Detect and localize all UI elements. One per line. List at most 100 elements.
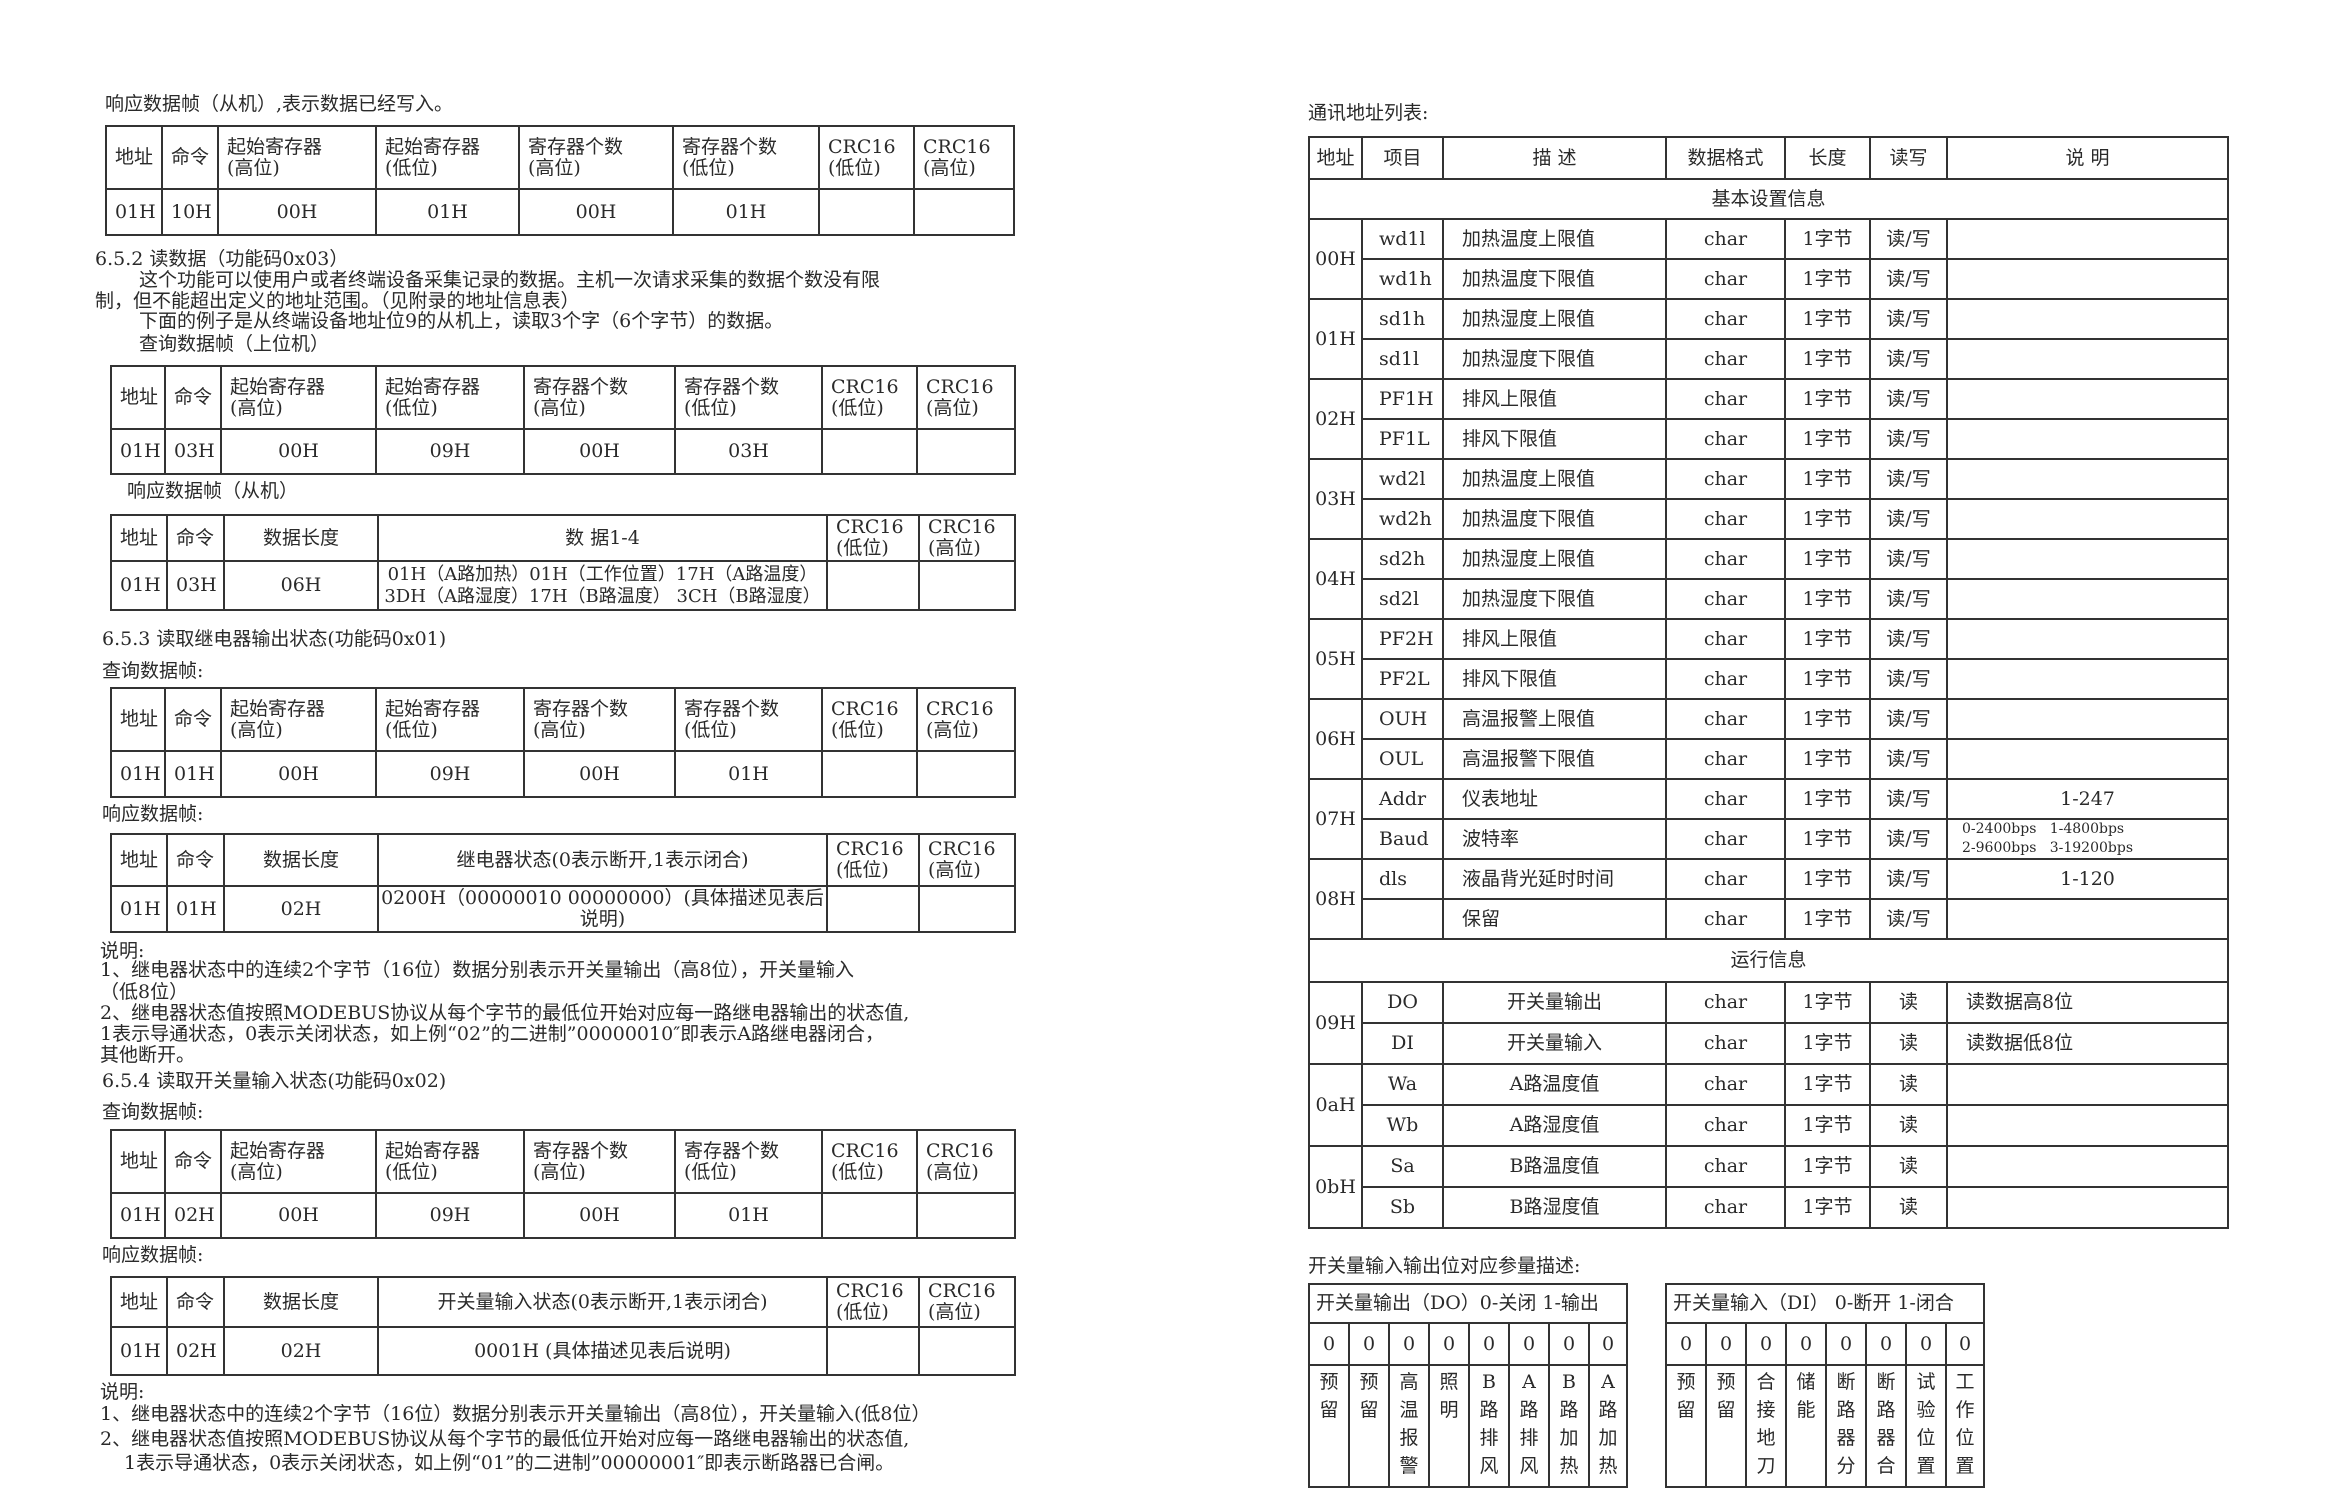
address-row: 01H sd1h 加热湿度上限值 char 1字节 读/写 — [1308, 298, 2229, 380]
frame-data-row: 01H 10H 00H 01H 00H 01H — [105, 188, 1015, 236]
address-row: 07H Addr 仪表地址 char 1字节 读/写 1-247 — [1308, 778, 2229, 860]
address-table: 地址 项目描 述数据格式 长度 读写说 明基本设置信息 00H wd1l 加热温度上限值 ch… — [1308, 136, 2229, 1229]
rw-cell: 读 — [1869, 1104, 1948, 1147]
di-bit-label: 工作位置 — [1944, 1364, 1986, 1488]
note-cell — [1946, 618, 2229, 660]
frame-header-cell: 寄存器个数 (低位) — [674, 1129, 823, 1194]
frame-header-cell: 寄存器个数 (高位) — [523, 687, 676, 752]
frame-header-cell: 数 据1-4 — [377, 514, 828, 562]
frame-header-cell: 起始寄存器 (高位) — [220, 687, 377, 752]
note-cell — [1946, 1063, 2229, 1106]
frame-header-cell: 寄存器个数 (高位) — [518, 125, 674, 190]
frame-table: 地址 命令 起始寄存器 (高位) 起始寄存器 (低位) 寄存器个数 (高位) 寄存器个数 … — [105, 125, 1015, 236]
note-cell — [1946, 298, 2229, 340]
frame-data-cell: 01H — [110, 750, 166, 798]
rw-cell: 读 — [1869, 981, 1948, 1024]
di-bit-label: 试验位置 — [1905, 1364, 1947, 1488]
rw-cell: 读/写 — [1869, 378, 1948, 420]
frame-header-cell: 命令 — [164, 365, 222, 430]
rw-cell: 读/写 — [1869, 538, 1948, 580]
frame-header-cell: 地址 — [110, 365, 166, 430]
rw-cell: 读/写 — [1869, 738, 1948, 780]
note-cell: 1-120 — [1946, 858, 2229, 900]
address-header-cell: 长度 — [1784, 136, 1871, 180]
frame-header-cell: 命令 — [164, 687, 222, 752]
frame-data-cell — [918, 885, 1016, 933]
frame-data-cell: 01H — [166, 885, 225, 933]
note-cell: 读数据高8位 — [1946, 981, 2229, 1024]
frame-data-cell: 0200H（00000010 00000000）(具体描述见表后说明) — [377, 885, 828, 933]
length-cell: 1字节 — [1784, 898, 1871, 940]
format-cell: char — [1665, 618, 1786, 660]
item-cell: PF1L — [1361, 418, 1444, 460]
format-cell: char — [1665, 1063, 1786, 1106]
note-line: 1表示导通状态，0表示关闭状态，如上例“02”的二进制”00000010″即表示… — [100, 1023, 885, 1045]
address-cell: 03H — [1308, 458, 1363, 540]
item-cell: wd2h — [1361, 498, 1444, 540]
frame-header-row: 地址 命令 数据长度 继电器状态(0表示断开,1表示闭合) CRC16 (低位) CRC1… — [110, 833, 1016, 887]
frame-data-cell: 03H — [166, 560, 225, 611]
do-bit-value: 0 — [1308, 1322, 1350, 1366]
description-cell: 加热温度上限值 — [1442, 218, 1667, 260]
frame-data-cell: 09H — [375, 428, 525, 475]
note-cell — [1946, 258, 2229, 300]
description-cell: 保留 — [1442, 898, 1667, 940]
frame-data-cell: 02H — [223, 1326, 379, 1376]
frame-data-cell — [818, 188, 915, 236]
rw-cell: 读/写 — [1869, 698, 1948, 740]
frame-data-cell: 01H — [164, 750, 222, 798]
rw-cell: 读/写 — [1869, 298, 1948, 340]
length-cell: 1字节 — [1784, 618, 1871, 660]
address-row: 00H wd1l 加热温度上限值 char 1字节 读/写 — [1308, 218, 2229, 300]
note-line: 其他断开。 — [100, 1044, 196, 1066]
di-bit-label: 合接地刀 — [1745, 1364, 1787, 1488]
bits-description-title: 开关量输入输出位对应参量描述: — [1308, 1255, 1581, 1277]
frame-data-cell: 01H — [674, 750, 823, 798]
frame-data-row: 01H 01H 02H 0200H（00000010 00000000）(具体描述见表… — [110, 885, 1016, 933]
address-row: wd1h 加热温度下限值 char 1字节 读/写 — [1309, 258, 2229, 300]
frame-data-cell — [826, 560, 920, 611]
address-cell: 06H — [1308, 698, 1363, 780]
address-row: 08H dls 液晶背光延时时间 char 1字节 读/写 1-120 — [1308, 858, 2229, 940]
address-row: Sb B路湿度值 char 1字节读 — [1309, 1186, 2229, 1229]
item-cell: Sa — [1361, 1145, 1444, 1188]
address-header-cell: 说 明 — [1946, 136, 2229, 180]
address-row: 0aH Wa A路温度值 char 1字节读 — [1308, 1063, 2229, 1147]
note-cell — [1946, 218, 2229, 260]
do-bit-value: 0 — [1428, 1322, 1470, 1366]
length-cell: 1字节 — [1784, 981, 1871, 1024]
length-cell: 1字节 — [1784, 298, 1871, 340]
length-cell: 1字节 — [1784, 218, 1871, 260]
frame-header-cell: 命令 — [166, 833, 225, 887]
address-row: OUL 高温报警下限值 char 1字节 读/写 — [1309, 738, 2229, 780]
format-cell: char — [1665, 218, 1786, 260]
frame-header-cell: CRC16 (高位) — [913, 125, 1015, 190]
description-cell: 排风下限值 — [1442, 418, 1667, 460]
notes-heading: 说明: — [100, 1381, 145, 1403]
frame-data-cell: 00H — [523, 1192, 676, 1239]
description-cell: 高温报警下限值 — [1442, 738, 1667, 780]
note-cell — [1946, 658, 2229, 700]
section-6-5-4-title: 6.5.4 读取开关量输入状态(功能码0x02) — [102, 1070, 447, 1092]
frame-header-cell: CRC16 (高位) — [916, 365, 1016, 430]
length-cell: 1字节 — [1784, 1063, 1871, 1106]
length-cell: 1字节 — [1784, 1186, 1871, 1229]
section-6-5-3-title: 6.5.3 读取继电器输出状态(功能码0x01) — [102, 628, 447, 650]
description-cell: 液晶背光延时时间 — [1442, 858, 1667, 900]
address-row: Baud 波特率 char 1字节 读/写 0-2400bps 1-4800bps 2-9… — [1309, 818, 2229, 860]
address-cell: 0bH — [1308, 1145, 1363, 1229]
item-cell: DI — [1361, 1022, 1444, 1065]
rw-cell: 读/写 — [1869, 818, 1948, 860]
frame-header-cell: CRC16 (低位) — [826, 514, 920, 562]
frame-table: 地址 命令 数据长度 开关量输入状态(0表示断开,1表示闭合) CRC16 (低位) CR… — [110, 1276, 1016, 1376]
address-row: 0bH Sa B路温度值 char 1字节读 — [1308, 1145, 2229, 1229]
length-cell: 1字节 — [1784, 258, 1871, 300]
paragraph-line: 这个功能可以使用户或者终端设备采集记录的数据。主机一次请求采集的数据个数没有限 — [139, 269, 881, 291]
frame-table: 地址 命令 数据长度数 据1-4 CRC16 (低位) CRC16 (高位) 01H 03H… — [110, 514, 1016, 611]
format-cell: char — [1665, 458, 1786, 500]
note-cell — [1946, 458, 2229, 500]
address-cell: 05H — [1308, 618, 1363, 700]
di-bit-label: 预留 — [1665, 1364, 1707, 1488]
frame-data-cell: 00H — [523, 750, 676, 798]
